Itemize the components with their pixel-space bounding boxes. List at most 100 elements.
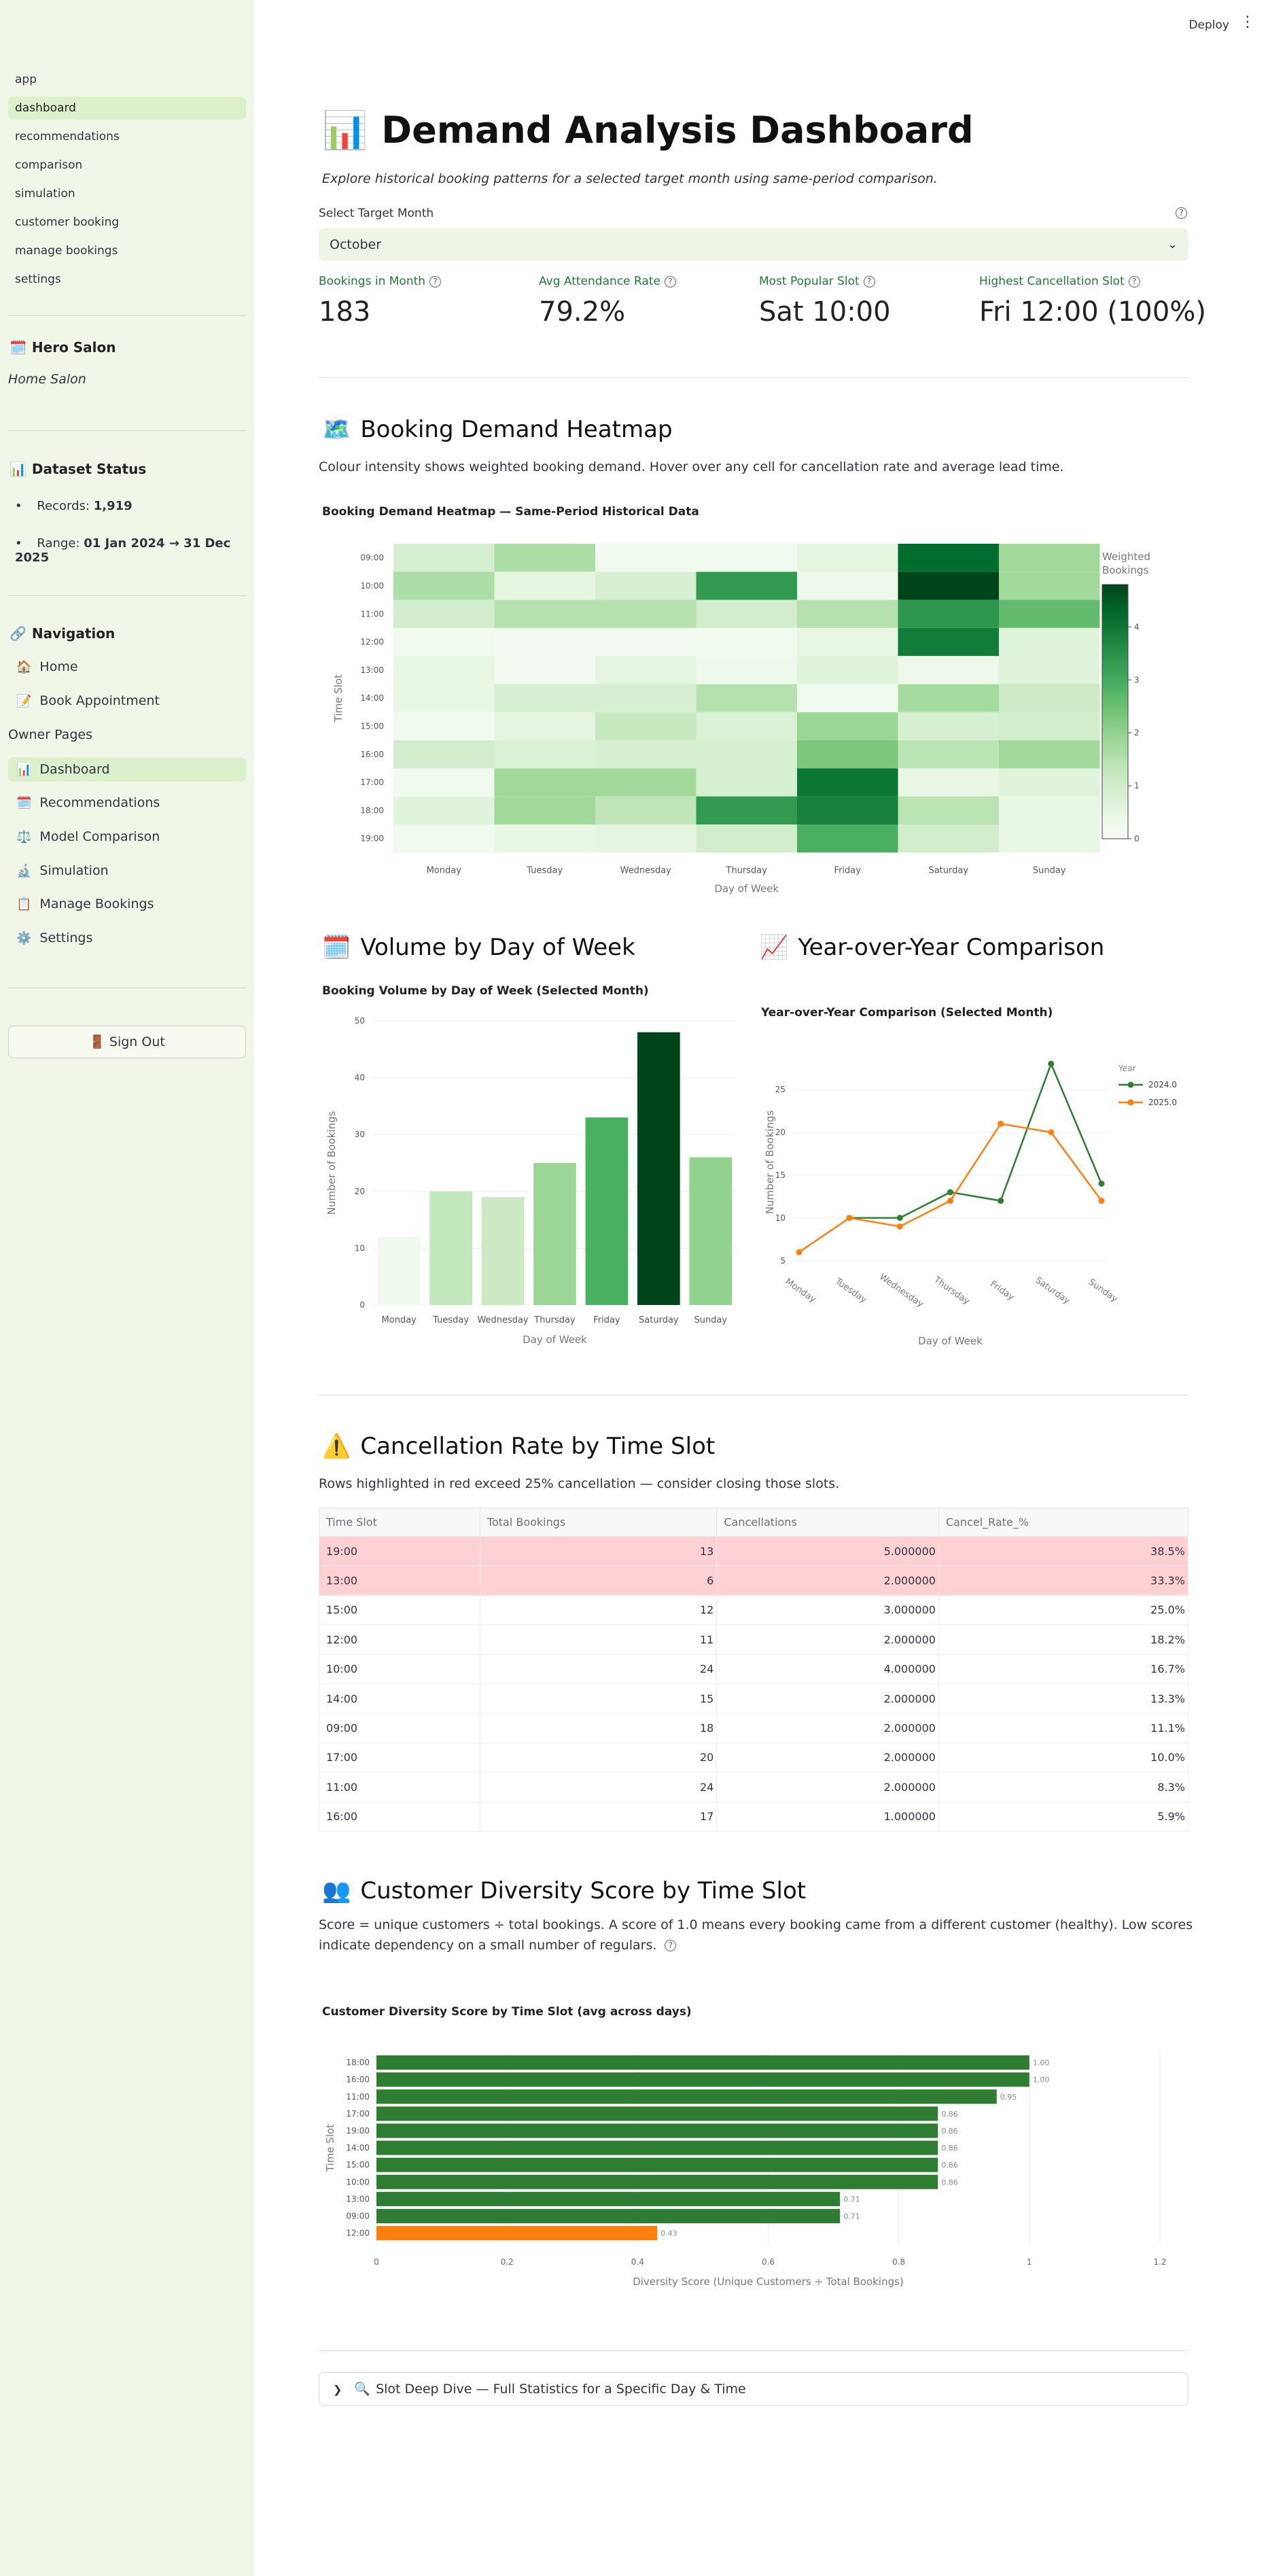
heatmap-cell[interactable] [797, 712, 898, 741]
heatmap-cell[interactable] [595, 824, 696, 853]
data-point[interactable] [947, 1198, 953, 1204]
heatmap-cell[interactable] [696, 572, 798, 600]
nav-item-dashboard[interactable]: 📊 Dashboard [8, 757, 246, 782]
heatmap-cell[interactable] [797, 768, 898, 797]
heatmap-cell[interactable] [393, 627, 495, 657]
heatmap-cell[interactable] [999, 768, 1100, 797]
column-header[interactable]: Total Bookings [479, 1508, 718, 1537]
bar[interactable] [376, 2106, 938, 2121]
heatmap-cell[interactable] [898, 824, 1000, 853]
heatmap-cell[interactable] [999, 656, 1100, 684]
heatmap-cell[interactable] [393, 684, 495, 712]
heatmap-cell[interactable] [696, 544, 798, 572]
heatmap-cell[interactable] [999, 740, 1100, 769]
heatmap-cell[interactable] [797, 684, 898, 712]
heatmap-cell[interactable] [797, 572, 898, 600]
heatmap-cell[interactable] [696, 684, 798, 712]
heatmap-cell[interactable] [595, 768, 696, 797]
heatmap-cell[interactable] [696, 599, 798, 628]
heatmap-cell[interactable] [595, 712, 696, 741]
help-icon[interactable]: ? [863, 275, 875, 288]
nav-item-model-comparison[interactable]: ⚖️ Model Comparison [16, 829, 160, 844]
column-header[interactable]: Cancellations [716, 1508, 939, 1537]
deploy-button[interactable]: Deploy [1188, 18, 1229, 32]
heatmap-cell[interactable] [898, 712, 1000, 741]
heatmap-cell[interactable] [494, 572, 596, 600]
page-link-settings[interactable]: settings [15, 273, 61, 286]
bar[interactable] [689, 1157, 733, 1305]
heatmap-cell[interactable] [898, 768, 1000, 797]
heatmap-cell[interactable] [595, 544, 696, 572]
heatmap-cell[interactable] [696, 627, 798, 657]
bar[interactable] [376, 2089, 997, 2104]
bar[interactable] [376, 2072, 1029, 2087]
bar[interactable] [376, 2191, 841, 2206]
heatmap-cell[interactable] [393, 599, 495, 628]
heatmap-cell[interactable] [999, 572, 1100, 600]
page-link-recommendations[interactable]: recommendations [15, 130, 120, 143]
month-select[interactable]: October ⌄ [319, 228, 1188, 261]
data-point[interactable] [1098, 1198, 1105, 1204]
heatmap-cell[interactable] [595, 740, 696, 769]
bar[interactable] [376, 2157, 938, 2172]
help-icon[interactable]: ? [1128, 275, 1140, 288]
heatmap-cell[interactable] [494, 768, 596, 797]
bar[interactable] [376, 2140, 938, 2155]
bar[interactable] [376, 2208, 841, 2223]
heatmap-cell[interactable] [595, 572, 696, 600]
data-point[interactable] [998, 1198, 1004, 1204]
heatmap-cell[interactable] [595, 796, 696, 824]
heatmap-cell[interactable] [898, 684, 1000, 712]
bar[interactable] [585, 1117, 629, 1305]
diversity-chart[interactable]: 0 0.2 0.4 0.6 0.8 1 1.2 18:00 1.00 16:00 1.00 11:00… [319, 2039, 1195, 2297]
heatmap-cell[interactable] [393, 544, 495, 572]
nav-item-settings[interactable]: ⚙️ Settings [16, 930, 93, 945]
nav-item-simulation[interactable]: 🔬 Simulation [16, 863, 109, 878]
heatmap-cell[interactable] [797, 824, 898, 853]
series-line[interactable] [849, 1061, 1103, 1219]
data-point[interactable] [1048, 1129, 1055, 1136]
column-header[interactable]: Time Slot [319, 1508, 480, 1537]
page-link-app[interactable]: app [15, 73, 37, 86]
bar[interactable] [377, 1236, 421, 1305]
heatmap-cell[interactable] [393, 796, 495, 824]
page-link-comparison[interactable]: comparison [15, 158, 83, 172]
heatmap-cell[interactable] [494, 796, 596, 824]
data-point[interactable] [846, 1215, 853, 1221]
heatmap-cell[interactable] [898, 796, 1000, 824]
heatmap-cell[interactable] [494, 544, 596, 572]
yoy-chart[interactable]: 5 10 15 20 25 Monday Tuesday Wednesday Thursday F… [758, 1026, 1193, 1359]
heatmap-cell[interactable] [696, 768, 798, 797]
data-point[interactable] [796, 1249, 802, 1255]
bar[interactable] [376, 2226, 658, 2241]
heatmap-cell[interactable] [999, 824, 1100, 853]
bar[interactable] [376, 2055, 1029, 2070]
heatmap-cell[interactable] [696, 712, 798, 741]
heatmap-cell[interactable] [797, 627, 898, 657]
data-point[interactable] [1098, 1180, 1105, 1187]
heatmap-cell[interactable] [494, 599, 596, 628]
bar[interactable] [481, 1197, 525, 1305]
heatmap-cell[interactable] [696, 824, 798, 853]
heatmap-cell[interactable] [393, 768, 495, 797]
bar[interactable] [637, 1032, 680, 1305]
heatmap-chart[interactable]: 09:00 10:00 11:00 12:00 13:00 14:00 15:00 16:00… [319, 530, 1195, 911]
heatmap-cell[interactable] [595, 599, 696, 628]
heatmap-cell[interactable] [898, 572, 1000, 600]
heatmap-cell[interactable] [393, 740, 495, 769]
heatmap-cell[interactable] [393, 824, 495, 853]
heatmap-cell[interactable] [999, 684, 1100, 712]
heatmap-cell[interactable] [797, 544, 898, 572]
heatmap-cell[interactable] [898, 656, 1000, 684]
heatmap-cell[interactable] [898, 627, 1000, 657]
heatmap-cell[interactable] [797, 656, 898, 684]
heatmap-cell[interactable] [595, 684, 696, 712]
heatmap-cell[interactable] [393, 656, 495, 684]
page-link-dashboard[interactable]: dashboard [8, 97, 246, 120]
heatmap-cell[interactable] [494, 627, 596, 657]
heatmap-cell[interactable] [696, 796, 798, 824]
help-icon[interactable]: ? [429, 275, 442, 288]
data-point[interactable] [1048, 1060, 1055, 1067]
heatmap-cell[interactable] [797, 599, 898, 628]
heatmap-cell[interactable] [494, 656, 596, 684]
